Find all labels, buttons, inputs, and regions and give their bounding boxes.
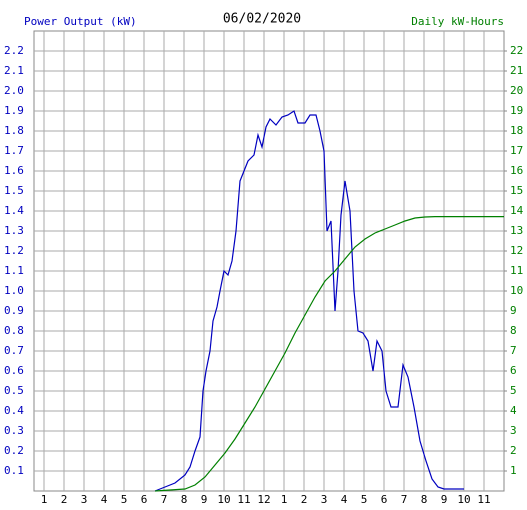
y2-tick-label: 9 <box>510 304 517 317</box>
y-tick-label: 0.9 <box>4 304 24 317</box>
x-tick-label: 12 <box>257 493 270 506</box>
y2-tick-label: 8 <box>510 324 517 337</box>
x-tick-label: 3 <box>81 493 88 506</box>
y-tick-label: 1.9 <box>4 104 24 117</box>
y-axis-label: Power Output (kW) <box>24 15 137 28</box>
x-tick-label: 7 <box>401 493 408 506</box>
series-line <box>154 216 504 492</box>
x-tick-label: 6 <box>381 493 388 506</box>
y2-tick-label: 11 <box>510 264 523 277</box>
x-tick-label: 1 <box>281 493 288 506</box>
series-line <box>154 110 464 492</box>
y-tick-label: 1.2 <box>4 244 24 257</box>
y-tick-label: 0.3 <box>4 424 24 437</box>
x-tick-label: 4 <box>341 493 348 506</box>
x-tick-label: 6 <box>141 493 148 506</box>
x-tick-label: 11 <box>477 493 490 506</box>
x-tick-label: 11 <box>237 493 250 506</box>
y2-tick-label: 22 <box>510 44 523 57</box>
y2-tick-label: 19 <box>510 104 523 117</box>
x-tick-label: 4 <box>101 493 108 506</box>
y-tick-label: 0.2 <box>4 444 24 457</box>
y2-tick-label: 4 <box>510 404 517 417</box>
y2-tick-label: 7 <box>510 344 517 357</box>
y2-tick-label: 3 <box>510 424 517 437</box>
x-tick-label: 9 <box>201 493 208 506</box>
x-tick-label: 5 <box>121 493 128 506</box>
y2-tick-label: 21 <box>510 64 523 77</box>
y-tick-label: 2.1 <box>4 64 24 77</box>
y2-tick-label: 1 <box>510 464 517 477</box>
y2-axis-label: Daily kW-Hours <box>411 15 504 28</box>
y-tick-label: 0.6 <box>4 364 24 377</box>
y-tick-label: 1.7 <box>4 144 24 157</box>
y-tick-label: 0.5 <box>4 384 24 397</box>
y2-tick-label: 12 <box>510 244 523 257</box>
x-tick-label: 9 <box>441 493 448 506</box>
y-tick-label: 2.2 <box>4 44 24 57</box>
y2-tick-label: 18 <box>510 124 523 137</box>
y2-tick-label: 15 <box>510 184 523 197</box>
y2-tick-label: 16 <box>510 164 523 177</box>
y-tick-label: 2.0 <box>4 84 24 97</box>
y-tick-label: 0.7 <box>4 344 24 357</box>
y-tick-label: 1.0 <box>4 284 24 297</box>
x-tick-label: 1 <box>41 493 48 506</box>
x-tick-label: 3 <box>321 493 328 506</box>
y2-tick-label: 17 <box>510 144 523 157</box>
x-tick-label: 2 <box>61 493 68 506</box>
x-tick-label: 5 <box>361 493 368 506</box>
x-tick-label: 10 <box>457 493 470 506</box>
x-tick-label: 10 <box>217 493 230 506</box>
chart-title: 06/02/2020 <box>223 12 301 27</box>
y-tick-label: 0.8 <box>4 324 24 337</box>
x-tick-label: 8 <box>181 493 188 506</box>
y-tick-label: 0.4 <box>4 404 24 417</box>
x-tick-label: 7 <box>161 493 168 506</box>
y-tick-label: 1.1 <box>4 264 24 277</box>
y-tick-label: 1.8 <box>4 124 24 137</box>
y-tick-label: 1.4 <box>4 204 24 217</box>
y2-tick-label: 5 <box>510 384 517 397</box>
y-tick-label: 1.3 <box>4 224 24 237</box>
y-tick-label: 0.1 <box>4 464 24 477</box>
x-tick-label: 8 <box>421 493 428 506</box>
plot-frame <box>33 30 505 492</box>
y2-tick-label: 2 <box>510 444 517 457</box>
y2-tick-label: 13 <box>510 224 523 237</box>
y-tick-label: 1.6 <box>4 164 24 177</box>
y2-tick-label: 10 <box>510 284 523 297</box>
y-tick-label: 1.5 <box>4 184 24 197</box>
y2-tick-label: 6 <box>510 364 517 377</box>
y2-tick-label: 20 <box>510 84 523 97</box>
y2-tick-label: 14 <box>510 204 524 217</box>
x-tick-label: 2 <box>301 493 308 506</box>
